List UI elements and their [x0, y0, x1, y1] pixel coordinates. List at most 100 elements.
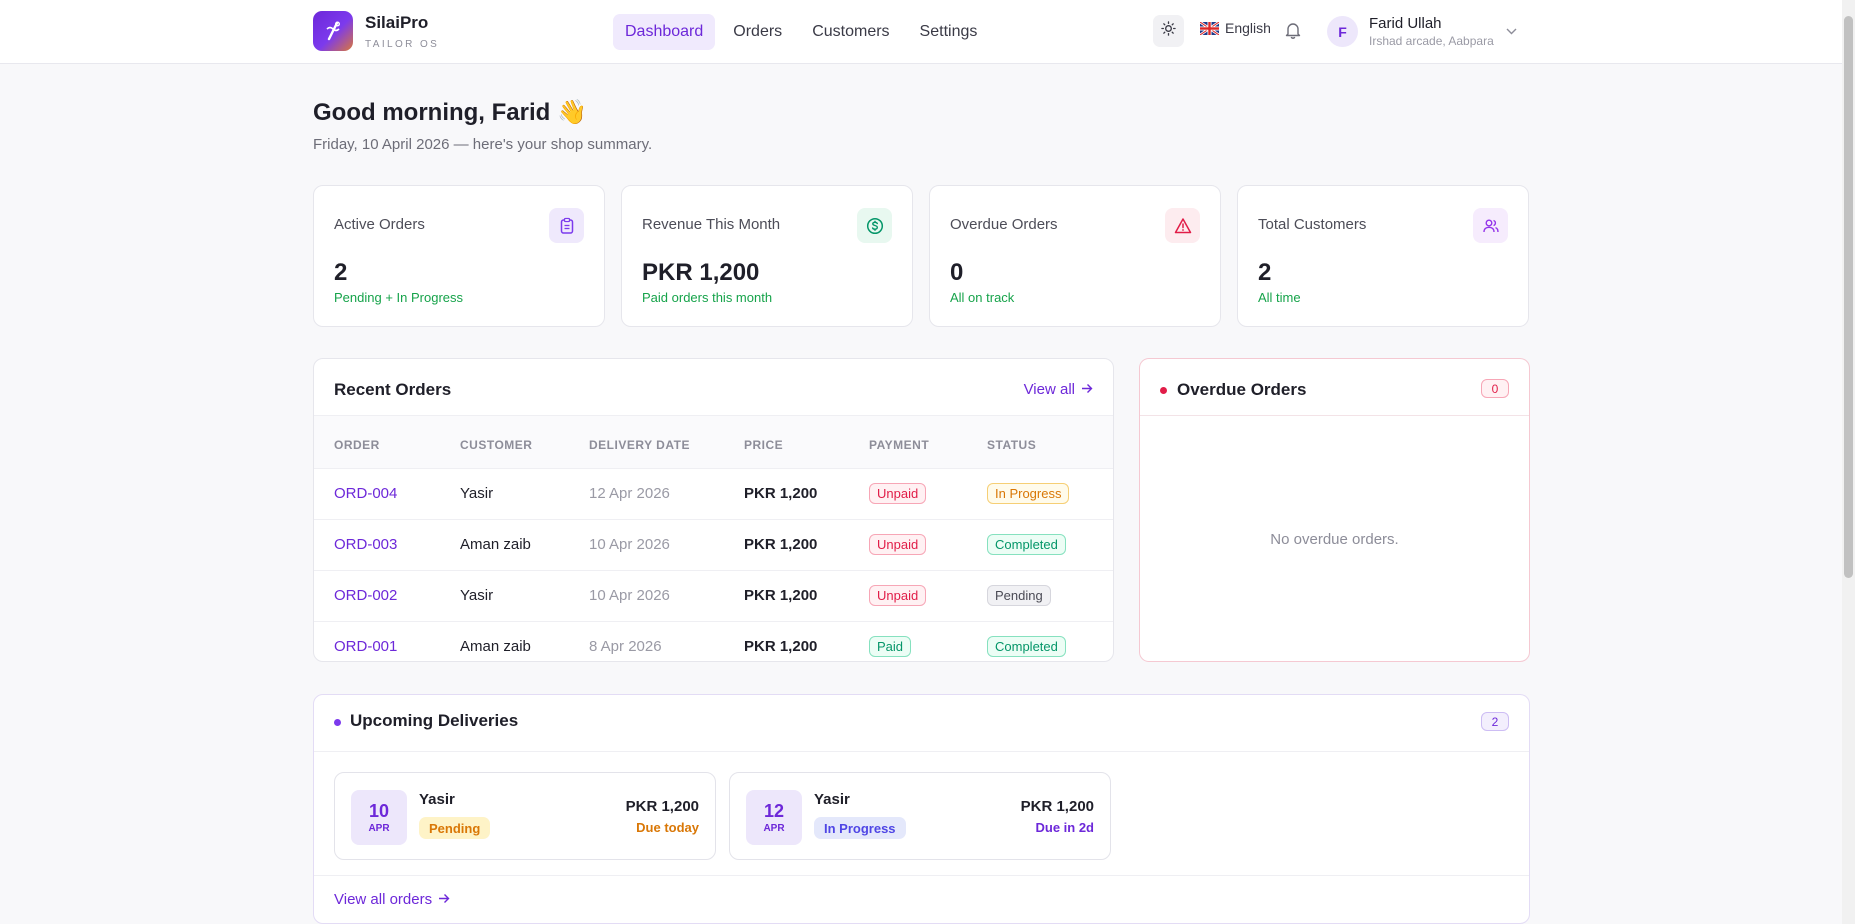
nav-dashboard[interactable]: Dashboard: [613, 14, 716, 50]
table-row[interactable]: ORD-003 Aman zaib 10 Apr 2026 PKR 1,200 …: [314, 520, 1113, 571]
stat-note: All time: [1258, 290, 1301, 305]
recent-orders-title: Recent Orders: [334, 380, 452, 399]
order-price: PKR 1,200: [744, 587, 818, 604]
sun-icon: [1161, 21, 1176, 41]
warning-icon: [1165, 208, 1200, 243]
delivery-month: APR: [763, 823, 785, 834]
brand-name: SilaiPro: [365, 12, 429, 32]
stat-label: Revenue This Month: [642, 216, 781, 233]
stat-note: Pending + In Progress: [334, 290, 463, 305]
payment-badge: Unpaid: [869, 534, 927, 555]
delivery-customer: Yasir: [419, 791, 455, 808]
clipboard-icon: [549, 208, 584, 243]
delivery-date-badge: 10 APR: [351, 790, 407, 845]
page-subtitle: Friday, 10 April 2026 — here's your shop…: [313, 136, 653, 153]
delivery-date: 8 Apr 2026: [589, 638, 662, 655]
arrow-right-icon: [438, 891, 450, 908]
divider: [314, 875, 1529, 876]
delivery-due: Due in 2d: [1035, 820, 1094, 835]
delivery-month: APR: [368, 823, 390, 834]
order-price: PKR 1,200: [744, 485, 818, 502]
delivery-due: Due today: [636, 820, 699, 835]
user-name: Farid Ullah: [1369, 15, 1442, 32]
view-all-label: View all: [1023, 381, 1075, 398]
upcoming-count-badge: 2: [1481, 712, 1509, 731]
column-header: STATUS: [987, 438, 1037, 452]
status-badge: In Progress: [814, 817, 906, 839]
upcoming-deliveries-panel: Upcoming Deliveries 2 10 APR Yasir Pendi…: [313, 694, 1530, 924]
column-header: ORDER: [334, 438, 380, 452]
stat-note: Paid orders this month: [642, 290, 773, 305]
avatar: F: [1327, 16, 1358, 47]
view-all-orders-label: View all orders: [334, 891, 433, 908]
column-header: PRICE: [744, 438, 784, 452]
uk-flag-icon: [1199, 20, 1220, 36]
chevron-down-icon: [1506, 22, 1517, 40]
delivery-date: 10 Apr 2026: [589, 587, 670, 604]
divider: [314, 751, 1529, 752]
table-row[interactable]: ORD-004 Yasir 12 Apr 2026 PKR 1,200 Unpa…: [314, 469, 1113, 520]
stat-card-overdue[interactable]: Overdue Orders 0 All on track: [929, 185, 1221, 327]
bell-icon[interactable]: [1285, 21, 1301, 44]
language-selector[interactable]: English: [1199, 20, 1271, 36]
overdue-title: Overdue Orders: [1177, 380, 1307, 399]
dollar-circle-icon: [857, 208, 892, 243]
status-badge: Pending: [987, 585, 1051, 606]
language-label: English: [1225, 20, 1271, 36]
empty-state-text: No overdue orders.: [1270, 531, 1399, 548]
stat-value: PKR 1,200: [642, 259, 760, 286]
table-row[interactable]: ORD-002 Yasir 10 Apr 2026 PKR 1,200 Unpa…: [314, 571, 1113, 622]
stat-value: 2: [334, 259, 348, 286]
order-id-link[interactable]: ORD-002: [334, 587, 398, 604]
overdue-orders-panel: Overdue Orders 0 No overdue orders.: [1139, 358, 1530, 662]
order-price: PKR 1,200: [744, 638, 818, 655]
order-id-link[interactable]: ORD-001: [334, 638, 398, 655]
stat-card-active-orders[interactable]: Active Orders 2 Pending + In Progress: [313, 185, 605, 327]
overdue-count-badge: 0: [1481, 379, 1509, 398]
user-menu[interactable]: F Farid Ullah Irshad arcade, Aabpara: [1327, 15, 1517, 48]
theme-toggle-button[interactable]: [1153, 15, 1184, 47]
scrollbar-thumb[interactable]: [1844, 16, 1853, 578]
main-nav: Dashboard Orders Customers Settings: [613, 14, 989, 50]
users-icon: [1473, 208, 1508, 243]
table-row[interactable]: ORD-001 Aman zaib 8 Apr 2026 PKR 1,200 P…: [314, 622, 1113, 661]
divider: [1140, 415, 1529, 416]
user-location: Irshad arcade, Aabpara: [1369, 34, 1494, 48]
payment-badge: Unpaid: [869, 585, 927, 606]
delivery-price: PKR 1,200: [1020, 798, 1094, 815]
brand[interactable]: SilaiPro TAILOR OS: [313, 11, 439, 51]
recent-orders-panel: Recent Orders View all ORDER CUSTOMER DE…: [313, 358, 1114, 662]
greeting: Good morning, Farid 👋 Friday, 10 April 2…: [313, 98, 652, 153]
stat-card-revenue[interactable]: Revenue This Month PKR 1,200 Paid orders…: [621, 185, 913, 327]
top-navbar: SilaiPro TAILOR OS Dashboard Orders Cust…: [0, 0, 1842, 64]
order-id-link[interactable]: ORD-003: [334, 536, 398, 553]
order-id-link[interactable]: ORD-004: [334, 485, 398, 502]
nav-settings[interactable]: Settings: [919, 23, 978, 40]
status-badge: Completed: [987, 534, 1066, 555]
stat-label: Total Customers: [1258, 216, 1367, 233]
order-price: PKR 1,200: [744, 536, 818, 553]
delivery-customer: Yasir: [814, 791, 850, 808]
column-header: CUSTOMER: [460, 438, 533, 452]
upcoming-title: Upcoming Deliveries: [350, 711, 519, 730]
purple-dot-icon: [334, 719, 341, 726]
stat-card-customers[interactable]: Total Customers 2 All time: [1237, 185, 1529, 327]
stat-value: 2: [1258, 259, 1272, 286]
needle-logo-icon: [313, 11, 353, 51]
nav-customers[interactable]: Customers: [812, 23, 890, 40]
stat-value: 0: [950, 259, 964, 286]
column-header: DELIVERY DATE: [589, 438, 690, 452]
customer-name: Yasir: [460, 587, 494, 604]
view-all-orders-link[interactable]: View all orders: [334, 891, 450, 908]
nav-orders[interactable]: Orders: [733, 23, 783, 40]
delivery-card[interactable]: 10 APR Yasir Pending PKR 1,200 Due today: [334, 772, 716, 860]
column-header: PAYMENT: [869, 438, 930, 452]
stat-note: All on track: [950, 290, 1015, 305]
arrow-right-icon: [1081, 381, 1093, 398]
payment-badge: Paid: [869, 636, 912, 657]
delivery-card[interactable]: 12 APR Yasir In Progress PKR 1,200 Due i…: [729, 772, 1111, 860]
status-badge: Pending: [419, 817, 491, 839]
delivery-date-badge: 12 APR: [746, 790, 802, 845]
view-all-link[interactable]: View all: [1024, 381, 1093, 398]
page-title: Good morning, Farid 👋: [313, 99, 587, 126]
